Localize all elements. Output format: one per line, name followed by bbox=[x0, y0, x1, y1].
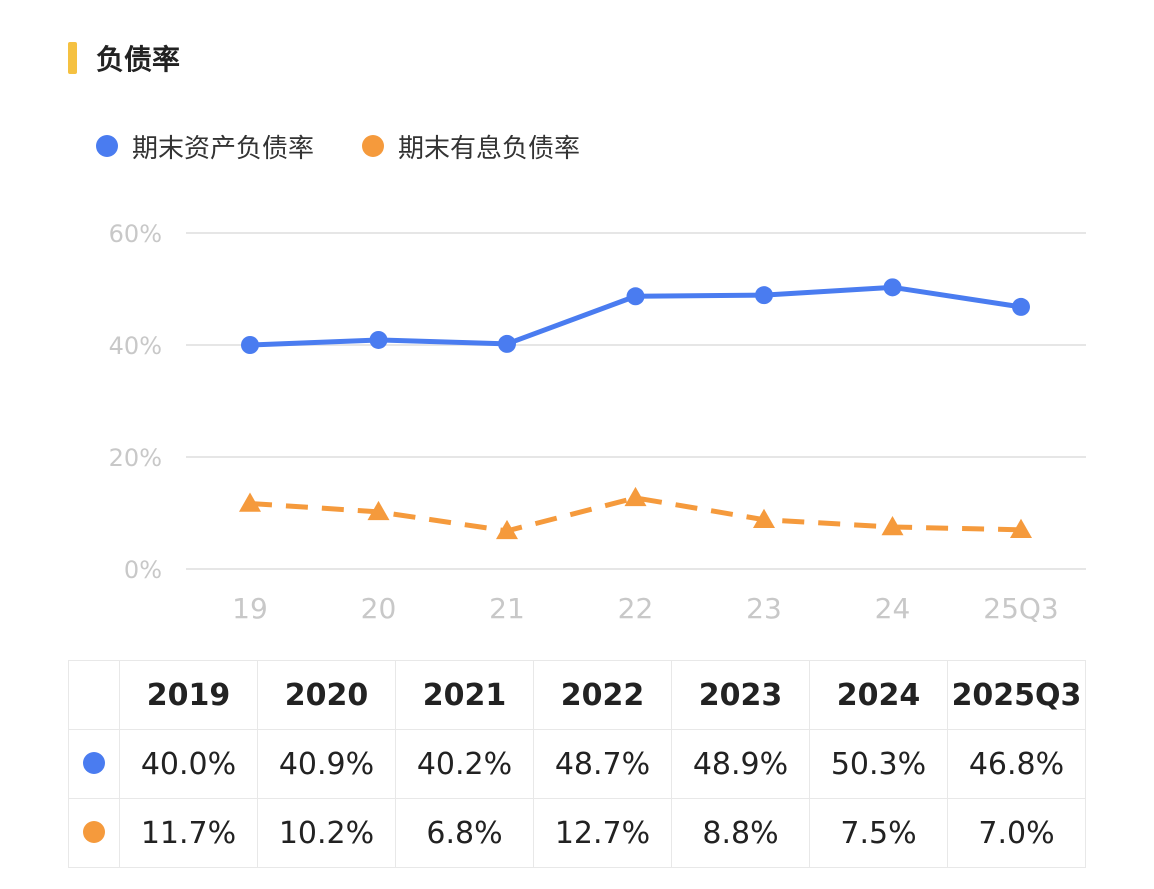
table-cell: 40.9% bbox=[257, 729, 396, 799]
table-header-cell: 2020 bbox=[257, 660, 396, 730]
table-cell: 7.0% bbox=[947, 798, 1086, 868]
y-tick-label: 60% bbox=[109, 220, 162, 248]
table-header-row: 2019 2020 2021 2022 2023 2024 2025Q3 bbox=[68, 660, 1086, 730]
data-point-series-1 bbox=[755, 286, 773, 305]
legend-dot-series-1 bbox=[96, 135, 118, 157]
x-tick-label: 24 bbox=[875, 592, 911, 625]
legend-label-series-1: 期末资产负债率 bbox=[132, 133, 315, 164]
chart-title: 负债率 bbox=[96, 43, 181, 76]
data-point-series-2 bbox=[881, 516, 904, 536]
data-point-series-1 bbox=[369, 330, 388, 349]
table-row-marker-cell bbox=[68, 729, 120, 799]
data-point-series-1 bbox=[241, 336, 259, 354]
table-cell: 6.8% bbox=[395, 798, 534, 868]
table-row: 40.0% 40.9% 40.2% 48.7% 48.9% 50.3% 46.8… bbox=[68, 729, 1086, 799]
data-table: 2019 2020 2021 2022 2023 2024 2025Q3 40.… bbox=[68, 660, 1086, 868]
table-row-marker-cell bbox=[68, 798, 120, 868]
table-cell: 48.7% bbox=[533, 729, 672, 799]
table-corner-cell bbox=[68, 660, 120, 730]
table-cell: 48.9% bbox=[671, 729, 810, 799]
table-cell: 7.5% bbox=[809, 798, 948, 868]
x-tick-label: 22 bbox=[618, 592, 654, 625]
y-tick-label: 20% bbox=[109, 444, 162, 472]
legend-dot-series-2 bbox=[362, 135, 384, 157]
data-point-series-2 bbox=[624, 486, 647, 507]
data-point-series-2 bbox=[753, 508, 775, 528]
x-tick-label: 19 bbox=[232, 592, 268, 625]
table-header-cell: 2022 bbox=[533, 660, 672, 730]
title-accent-bar bbox=[68, 42, 77, 74]
x-tick-label: 21 bbox=[489, 592, 525, 625]
data-point-series-1 bbox=[883, 278, 902, 297]
table-row: 11.7% 10.2% 6.8% 12.7% 8.8% 7.5% 7.0% bbox=[68, 798, 1086, 868]
x-tick-label: 20 bbox=[361, 592, 397, 625]
data-point-series-1 bbox=[498, 334, 516, 353]
data-point-series-2 bbox=[239, 492, 261, 512]
data-point-series-2 bbox=[367, 500, 390, 521]
legend-item-series-1[interactable]: 期末资产负债率 bbox=[96, 126, 314, 166]
table-cell: 11.7% bbox=[119, 798, 258, 868]
table-header-cell: 2024 bbox=[809, 660, 948, 730]
data-point-series-2 bbox=[496, 519, 518, 540]
table-cell: 12.7% bbox=[533, 798, 672, 868]
table-header-cell: 2023 bbox=[671, 660, 810, 730]
table-header-cell: 2021 bbox=[395, 660, 534, 730]
table-cell: 10.2% bbox=[257, 798, 396, 868]
legend-item-series-2[interactable]: 期末有息负债率 bbox=[362, 126, 580, 166]
y-tick-label: 40% bbox=[109, 332, 162, 360]
legend-label-series-2: 期末有息负债率 bbox=[398, 133, 581, 164]
table-cell: 46.8% bbox=[947, 729, 1086, 799]
x-tick-label: 25Q3 bbox=[983, 592, 1058, 625]
table-row-marker-dot bbox=[83, 820, 105, 843]
table-cell: 40.2% bbox=[395, 729, 534, 799]
table-cell: 8.8% bbox=[671, 798, 810, 868]
table-cell: 50.3% bbox=[809, 729, 948, 799]
table-header-cell: 2019 bbox=[119, 660, 258, 730]
y-tick-label: 0% bbox=[124, 556, 162, 584]
line-chart: 60% 40% 20% 0% 19 20 21 22 23 24 25Q3 bbox=[109, 220, 1086, 625]
x-tick-label: 23 bbox=[746, 592, 782, 625]
table-row-marker-dot bbox=[83, 751, 105, 774]
data-point-series-2 bbox=[1010, 518, 1032, 539]
data-point-series-1 bbox=[1012, 297, 1030, 316]
table-header-cell: 2025Q3 bbox=[947, 660, 1086, 730]
data-point-series-1 bbox=[626, 287, 645, 306]
table-cell: 40.0% bbox=[119, 729, 258, 799]
